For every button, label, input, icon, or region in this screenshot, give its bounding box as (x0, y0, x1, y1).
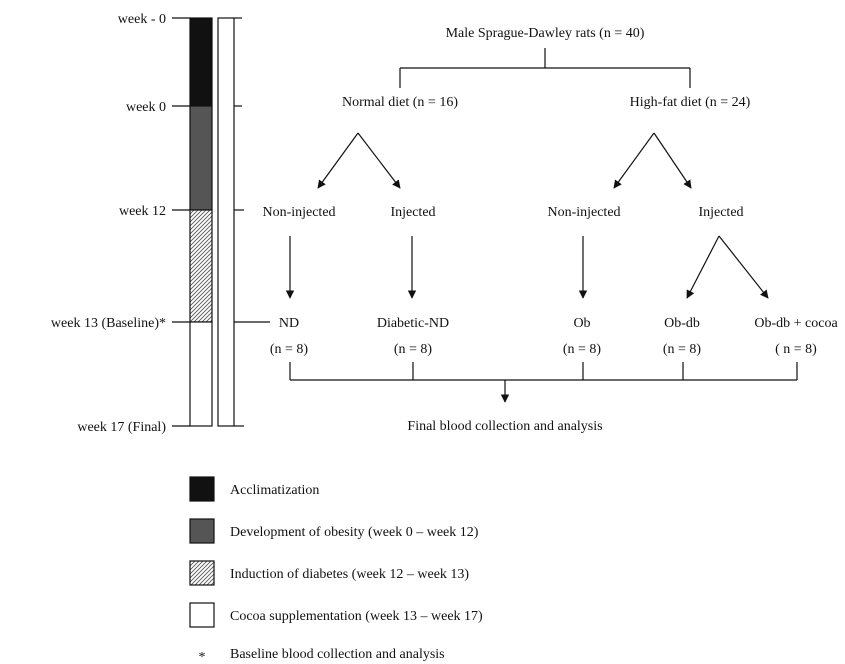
group-ob-name: Ob (573, 316, 590, 331)
legend-asterisk-symbol: * (199, 650, 206, 664)
legend-diabetes: Induction of diabetes (week 12 – week 13… (230, 567, 469, 582)
timeline-ticks (172, 17, 270, 427)
high-fat-diet-node: High-fat diet (n = 24) (630, 95, 751, 110)
legend-obesity: Development of obesity (week 0 – week 12… (230, 525, 479, 540)
label-week-minus0: week - 0 (118, 12, 166, 27)
root-node: Male Sprague-Dawley rats (n = 40) (446, 26, 645, 41)
group-diabetic-nd-name: Diabetic-ND (377, 316, 449, 331)
group-ob-db-cocoa-name: Ob-db + cocoa (754, 316, 838, 331)
legend: Acclimatization Development of obesity (… (189, 476, 483, 664)
timeline-bar (189, 17, 235, 427)
normal-diet-node: Normal diet (n = 16) (342, 95, 458, 110)
root-bracket (399, 48, 691, 88)
legend-swatch-acclimatization (189, 476, 215, 502)
legend-swatch-cocoa (189, 602, 215, 628)
bar-acclimatization (189, 17, 213, 107)
group-ob-db-name: Ob-db (664, 316, 700, 331)
nd-non-injected-node: Non-injected (262, 205, 335, 220)
diet-split-arrows (317, 132, 692, 189)
group-arrows (285, 235, 769, 299)
group-nd-name: ND (279, 316, 299, 331)
label-week-0: week 0 (126, 100, 166, 115)
legend-swatch-obesity (189, 518, 215, 544)
label-week-13: week 13 (Baseline)* (51, 316, 166, 331)
group-diabetic-nd-n: (n = 8) (394, 342, 433, 357)
bar-outline (217, 17, 235, 427)
bar-diabetes (189, 209, 213, 323)
legend-asterisk-text: Baseline blood collection and analysis (230, 647, 445, 662)
nd-injected-node: Injected (390, 205, 435, 220)
final-node: Final blood collection and analysis (407, 419, 602, 434)
group-ob-db-cocoa-n: ( n = 8) (775, 342, 817, 357)
label-week-17: week 17 (Final) (77, 420, 166, 435)
bar-cocoa (189, 321, 213, 427)
legend-swatch-diabetes (189, 560, 215, 586)
group-ob-n: (n = 8) (563, 342, 602, 357)
final-bracket (289, 362, 798, 403)
group-ob-db-n: (n = 8) (663, 342, 702, 357)
label-week-12: week 12 (119, 204, 166, 219)
legend-acclimatization: Acclimatization (230, 483, 319, 498)
hf-injected-node: Injected (698, 205, 743, 220)
legend-cocoa: Cocoa supplementation (week 13 – week 17… (230, 609, 483, 624)
group-nd-n: (n = 8) (270, 342, 309, 357)
bar-obesity (189, 105, 213, 211)
hf-non-injected-node: Non-injected (547, 205, 620, 220)
